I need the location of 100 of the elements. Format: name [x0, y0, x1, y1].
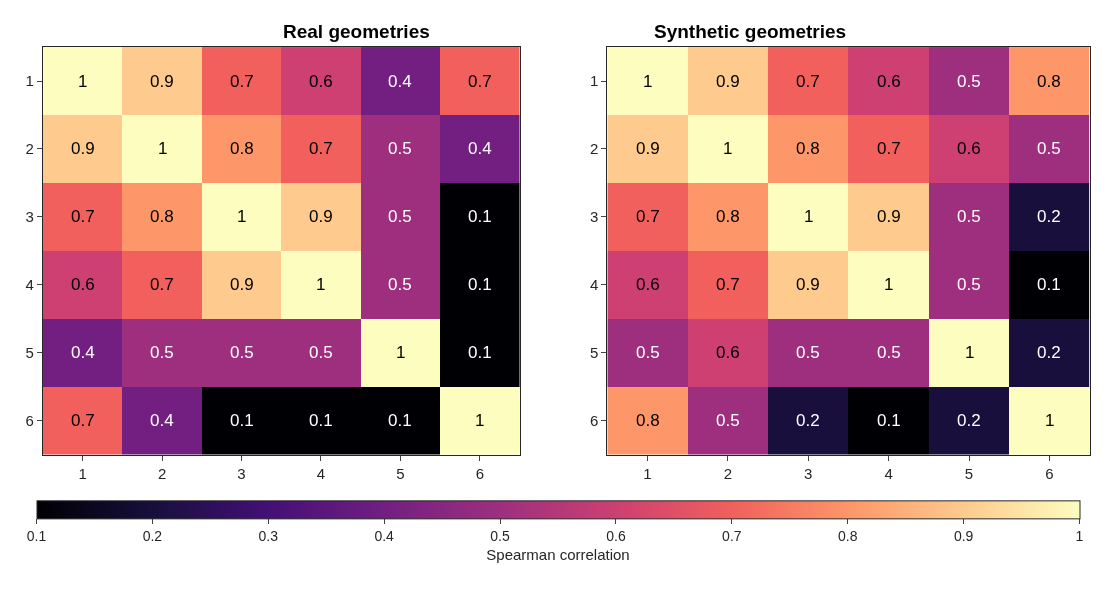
data-label: 0.9 [309, 207, 333, 226]
color-bar-label: 0.7 [722, 527, 742, 544]
data-label: 0.5 [877, 343, 901, 362]
data-label: 0.8 [230, 139, 254, 158]
data-label: 0.1 [1037, 275, 1061, 294]
x-tick-label: 4 [316, 464, 326, 482]
y-tick-label: 6 [25, 411, 34, 429]
x-tick-label: 2 [723, 464, 733, 482]
data-label: 0.5 [230, 343, 254, 362]
y-tick-label: 1 [25, 72, 34, 90]
data-label: 0.6 [636, 275, 660, 294]
color-bar-title: Spearman correlation [486, 545, 630, 563]
y-tick-label: 2 [589, 140, 599, 158]
data-label: 0.5 [388, 275, 412, 294]
color-bar-label: 0.4 [374, 527, 395, 544]
data-label: 0.2 [957, 411, 981, 430]
y-tick-label: 4 [25, 276, 34, 294]
data-label: 0.9 [716, 72, 740, 91]
data-label: 0.2 [796, 411, 820, 430]
color-bar-label: 1 [1075, 527, 1084, 544]
data-label: 0.2 [1037, 343, 1061, 362]
data-label: 1 [475, 411, 485, 430]
data-label: 0.7 [71, 207, 95, 226]
data-label: 0.7 [636, 207, 660, 226]
data-label: 0.1 [468, 275, 492, 294]
color-bar-label: 0.2 [142, 527, 163, 544]
x-tick-label: 3 [237, 464, 246, 482]
x-tick-label: 2 [157, 464, 167, 482]
data-label: 0.7 [877, 139, 901, 158]
data-label: 1 [965, 343, 975, 362]
data-label: 0.9 [636, 139, 660, 158]
x-tick-label: 6 [1045, 464, 1054, 482]
data-label: 0.9 [230, 275, 254, 294]
data-label: 0.5 [957, 207, 981, 226]
data-label: 1 [643, 72, 653, 91]
data-label: 0.7 [150, 275, 174, 294]
x-tick-label: 6 [475, 464, 485, 482]
y-tick-label: 2 [25, 140, 34, 158]
data-label: 0.5 [796, 343, 820, 362]
data-label: 1 [158, 139, 168, 158]
data-label: 0.6 [877, 72, 901, 91]
data-label: 0.7 [716, 275, 740, 294]
data-label: 0.2 [1037, 207, 1061, 226]
data-label: 0.6 [716, 343, 740, 362]
y-tick-label: 3 [589, 208, 599, 226]
y-tick-label: 3 [25, 208, 34, 226]
data-label: 0.7 [468, 72, 492, 91]
data-label: 0.8 [1037, 72, 1061, 91]
data-label: 1 [1045, 411, 1055, 430]
x-tick-label: 5 [396, 464, 405, 482]
data-label: 0.6 [957, 139, 981, 158]
y-tick-label: 4 [589, 276, 599, 294]
data-label: 0.1 [230, 411, 254, 430]
y-tick-label: 5 [25, 343, 34, 361]
data-label: 1 [78, 72, 88, 91]
data-label: 0.5 [957, 72, 981, 91]
data-label: 0.1 [468, 343, 492, 362]
data-label: 0.1 [309, 411, 333, 430]
data-label: 0.6 [309, 72, 333, 91]
data-label: 1 [316, 275, 326, 294]
x-tick-label: 1 [643, 464, 652, 482]
data-label: 0.1 [877, 411, 901, 430]
data-label: 0.8 [150, 207, 174, 226]
data-label: 0.7 [230, 72, 254, 91]
data-label: 0.8 [716, 207, 740, 226]
data-label: 0.5 [388, 139, 412, 158]
data-label: 0.6 [71, 275, 95, 294]
data-label: 0.4 [388, 72, 412, 91]
y-tick-label: 5 [589, 343, 599, 361]
data-label: 0.5 [957, 275, 981, 294]
x-tick-label: 3 [804, 464, 813, 482]
color-bar-label: 0.1 [26, 527, 47, 544]
data-label: 1 [884, 275, 894, 294]
data-label: 0.5 [636, 343, 660, 362]
data-label: 0.7 [796, 72, 820, 91]
chart-title: Real geometries [283, 21, 430, 42]
chart-title: Synthetic geometries [654, 21, 847, 42]
x-tick-label: 5 [964, 464, 974, 482]
data-label: 1 [723, 139, 733, 158]
data-label: 0.8 [636, 411, 660, 430]
data-label: 0.8 [796, 139, 820, 158]
x-tick-label: 1 [78, 464, 87, 482]
data-label: 1 [237, 207, 247, 226]
data-label: 0.7 [71, 411, 95, 430]
data-label: 0.5 [309, 343, 333, 362]
x-tick-label: 4 [884, 464, 893, 482]
data-label: 0.1 [388, 411, 412, 430]
data-label: 0.9 [71, 139, 95, 158]
color-bar-label: 0.5 [490, 527, 510, 544]
data-label: 0.5 [150, 343, 174, 362]
data-label: 0.9 [150, 72, 174, 91]
color-bar-label: 0.9 [953, 527, 974, 544]
data-label: 0.7 [309, 139, 333, 158]
data-label: 0.9 [796, 275, 820, 294]
data-label: 0.4 [150, 411, 174, 430]
data-label: 0.9 [877, 207, 901, 226]
color-bar-label: 0.3 [258, 527, 279, 544]
data-label: 1 [396, 343, 406, 362]
y-tick-label: 6 [589, 411, 599, 429]
y-tick-label: 1 [589, 72, 599, 90]
